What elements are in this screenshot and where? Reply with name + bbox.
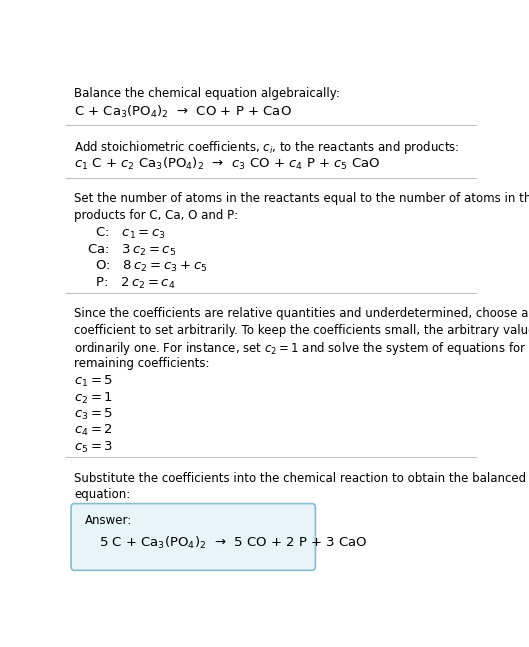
- Text: ordinarily one. For instance, set $c_2 = 1$ and solve the system of equations fo: ordinarily one. For instance, set $c_2 =…: [74, 340, 529, 357]
- Text: Add stoichiometric coefficients, $c_i$, to the reactants and products:: Add stoichiometric coefficients, $c_i$, …: [74, 139, 460, 157]
- Text: $c_3 = 5$: $c_3 = 5$: [74, 407, 114, 422]
- Text: $c_5 = 3$: $c_5 = 3$: [74, 440, 114, 455]
- Text: Substitute the coefficients into the chemical reaction to obtain the balanced: Substitute the coefficients into the che…: [74, 472, 526, 485]
- Text: coefficient to set arbitrarily. To keep the coefficients small, the arbitrary va: coefficient to set arbitrarily. To keep …: [74, 324, 529, 336]
- Text: remaining coefficients:: remaining coefficients:: [74, 356, 210, 369]
- Text: 5 C + Ca$_3$(PO$_4$)$_2$  →  5 CO + 2 P + 3 CaO: 5 C + Ca$_3$(PO$_4$)$_2$ → 5 CO + 2 P + …: [99, 534, 367, 551]
- Text: O:   $8\,c_2 = c_3 + c_5$: O: $8\,c_2 = c_3 + c_5$: [87, 259, 207, 274]
- Text: $c_1$ C + $c_2$ Ca$_3$(PO$_4$)$_2$  →  $c_3$ CO + $c_4$ P + $c_5$ CaO: $c_1$ C + $c_2$ Ca$_3$(PO$_4$)$_2$ → $c_…: [74, 157, 381, 173]
- Text: $c_1 = 5$: $c_1 = 5$: [74, 374, 114, 389]
- Text: C + Ca$_3$(PO$_4$)$_2$  →  CO + P + CaO: C + Ca$_3$(PO$_4$)$_2$ → CO + P + CaO: [74, 104, 292, 120]
- Text: Set the number of atoms in the reactants equal to the number of atoms in the: Set the number of atoms in the reactants…: [74, 192, 529, 205]
- Text: P:   $2\,c_2 = c_4$: P: $2\,c_2 = c_4$: [87, 276, 175, 291]
- Text: $c_4 = 2$: $c_4 = 2$: [74, 423, 113, 439]
- Text: Since the coefficients are relative quantities and underdetermined, choose a: Since the coefficients are relative quan…: [74, 307, 528, 320]
- Text: Ca:   $3\,c_2 = c_5$: Ca: $3\,c_2 = c_5$: [87, 243, 176, 258]
- Text: products for C, Ca, O and P:: products for C, Ca, O and P:: [74, 209, 239, 222]
- Text: $c_2 = 1$: $c_2 = 1$: [74, 391, 113, 406]
- Text: equation:: equation:: [74, 488, 131, 501]
- Text: Balance the chemical equation algebraically:: Balance the chemical equation algebraica…: [74, 87, 340, 100]
- Text: C:   $c_1 = c_3$: C: $c_1 = c_3$: [87, 226, 166, 241]
- Text: Answer:: Answer:: [85, 514, 132, 527]
- FancyBboxPatch shape: [71, 503, 315, 571]
